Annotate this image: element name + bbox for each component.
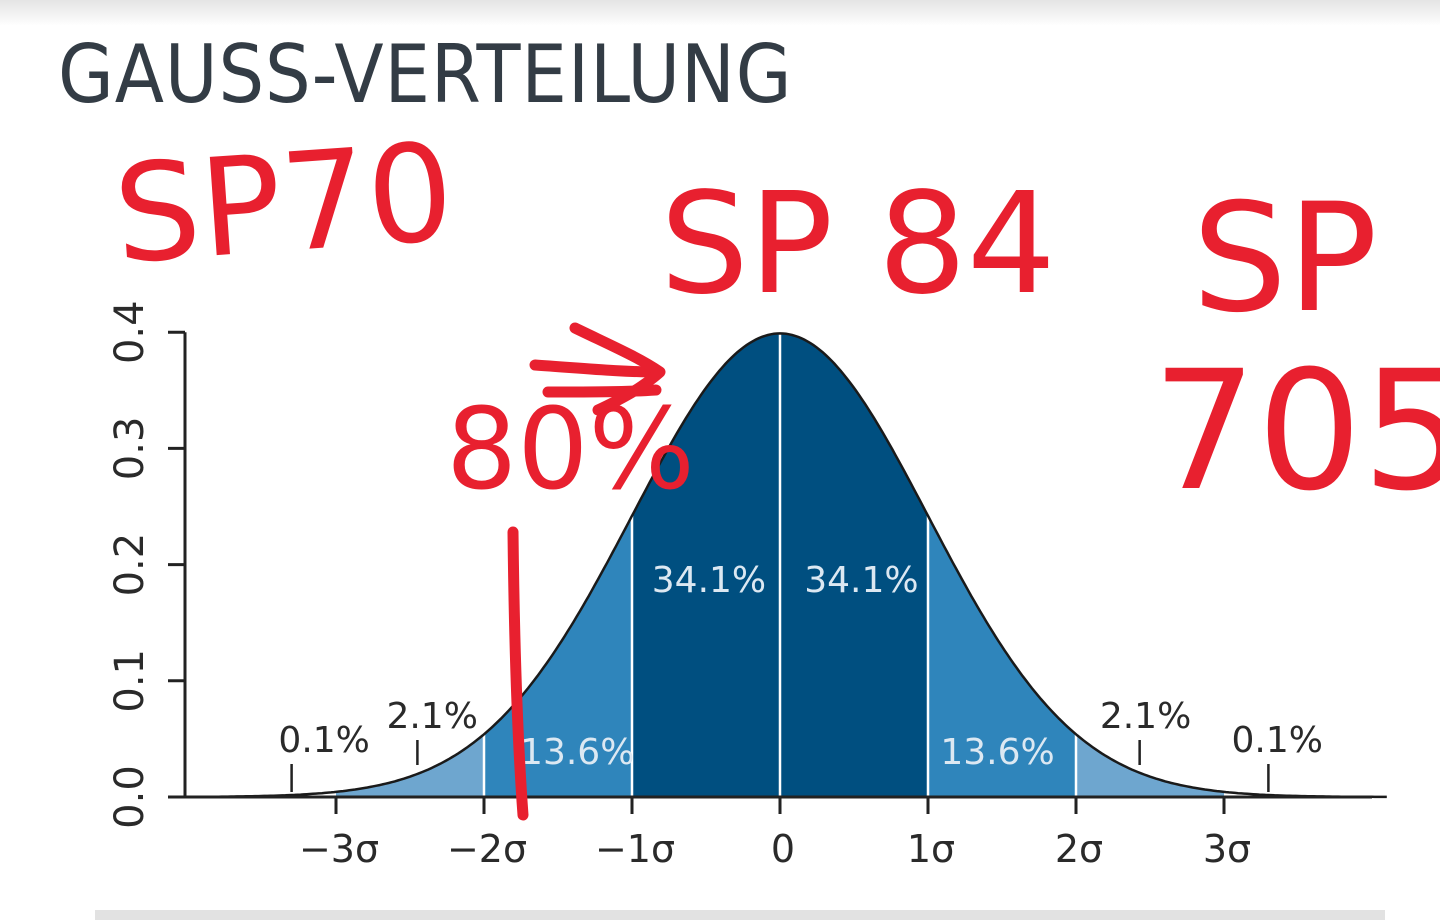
y-tick-label: 0.0 [107,765,153,829]
region-labels: 0.1% 2.1% 13.6% 34.1% 34.1% 13.6% 2.1% 0.1% [278,560,1323,792]
region-label-6: 2.1% [1100,696,1191,737]
y-ticks: 0.0 0.1 0.2 0.3 0.4 [107,300,185,829]
x-ticks: −3σ −2σ −1σ 0 1σ 2σ 3σ [299,797,1251,871]
region-6 [1076,734,1224,797]
annotation-705: 705 [1152,335,1440,527]
y-tick-label: 0.4 [107,300,153,364]
region-label-4: 34.1% [804,560,918,601]
hand-arrow-shaft [529,359,664,378]
x-tick-label: 2σ [1055,827,1103,871]
x-tick-label: 0 [771,827,795,871]
x-tick-label: 3σ [1203,827,1251,871]
region-label-0: 0.1% [278,720,369,761]
region-label-2: 13.6% [520,732,634,773]
y-tick-label: 0.1 [107,649,153,713]
hand-line [507,526,529,821]
hand-arrow-shaft-2 [542,384,662,398]
x-tick-label: −2σ [447,827,527,871]
region-label-7: 0.1% [1232,720,1323,761]
region-label-5: 13.6% [940,732,1054,773]
region-label-1: 2.1% [386,696,477,737]
x-tick-label: −3σ [299,827,379,871]
annotation-80pct: 80% [446,385,695,515]
region-label-3: 34.1% [652,560,766,601]
region-1 [336,734,484,797]
page-title: GAUSS-VERTEILUNG [58,28,793,121]
annotation-sp: SP [1192,172,1378,346]
bottom-bar [95,910,1385,920]
hand-arrow-head [569,322,666,416]
annotation-sp84: SP 84 [660,163,1056,326]
density-curve [173,332,1387,799]
boundaries-layer [482,333,1078,797]
annotation-sp70: SP70 [109,114,458,294]
top-shadow [0,0,1440,26]
y-tick-label: 0.2 [107,533,153,597]
x-tick-label: −1σ [595,827,675,871]
x-tick-label: 1σ [907,827,955,871]
y-tick-label: 0.3 [107,417,153,481]
